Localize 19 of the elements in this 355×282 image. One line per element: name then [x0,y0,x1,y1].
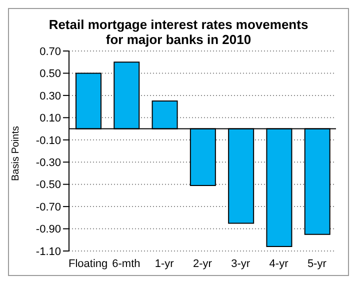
x-tick-label: 6-mth [112,258,140,270]
y-tick-label: -0.90 [36,224,61,236]
x-tick-label: 2-yr [193,258,212,270]
y-tick-label: 0.50 [40,68,61,80]
y-tick-label: -0.50 [36,179,61,192]
x-tick-label: 5-yr [307,258,327,270]
x-tick-label: Floating [68,258,108,270]
chart-title: Retail mortgage interest rates movements for major banks in 2010 [48,17,310,47]
x-tick-label: 4-yr [269,258,289,270]
y-axis-title: Basis Points [10,126,22,181]
y-tick-label: -0.70 [36,201,61,214]
y-tick-label: 0.70 [40,46,61,58]
y-tick-label: 0.30 [40,90,61,102]
y-tick-label: -1.10 [36,246,61,258]
y-tick-label: -0.10 [36,134,61,147]
x-tick-label: 3-yr [231,258,250,270]
y-tick-label: 0.10 [40,112,61,125]
x-tick-label: 1-yr [154,258,174,270]
y-tick-label: -0.30 [36,157,61,170]
